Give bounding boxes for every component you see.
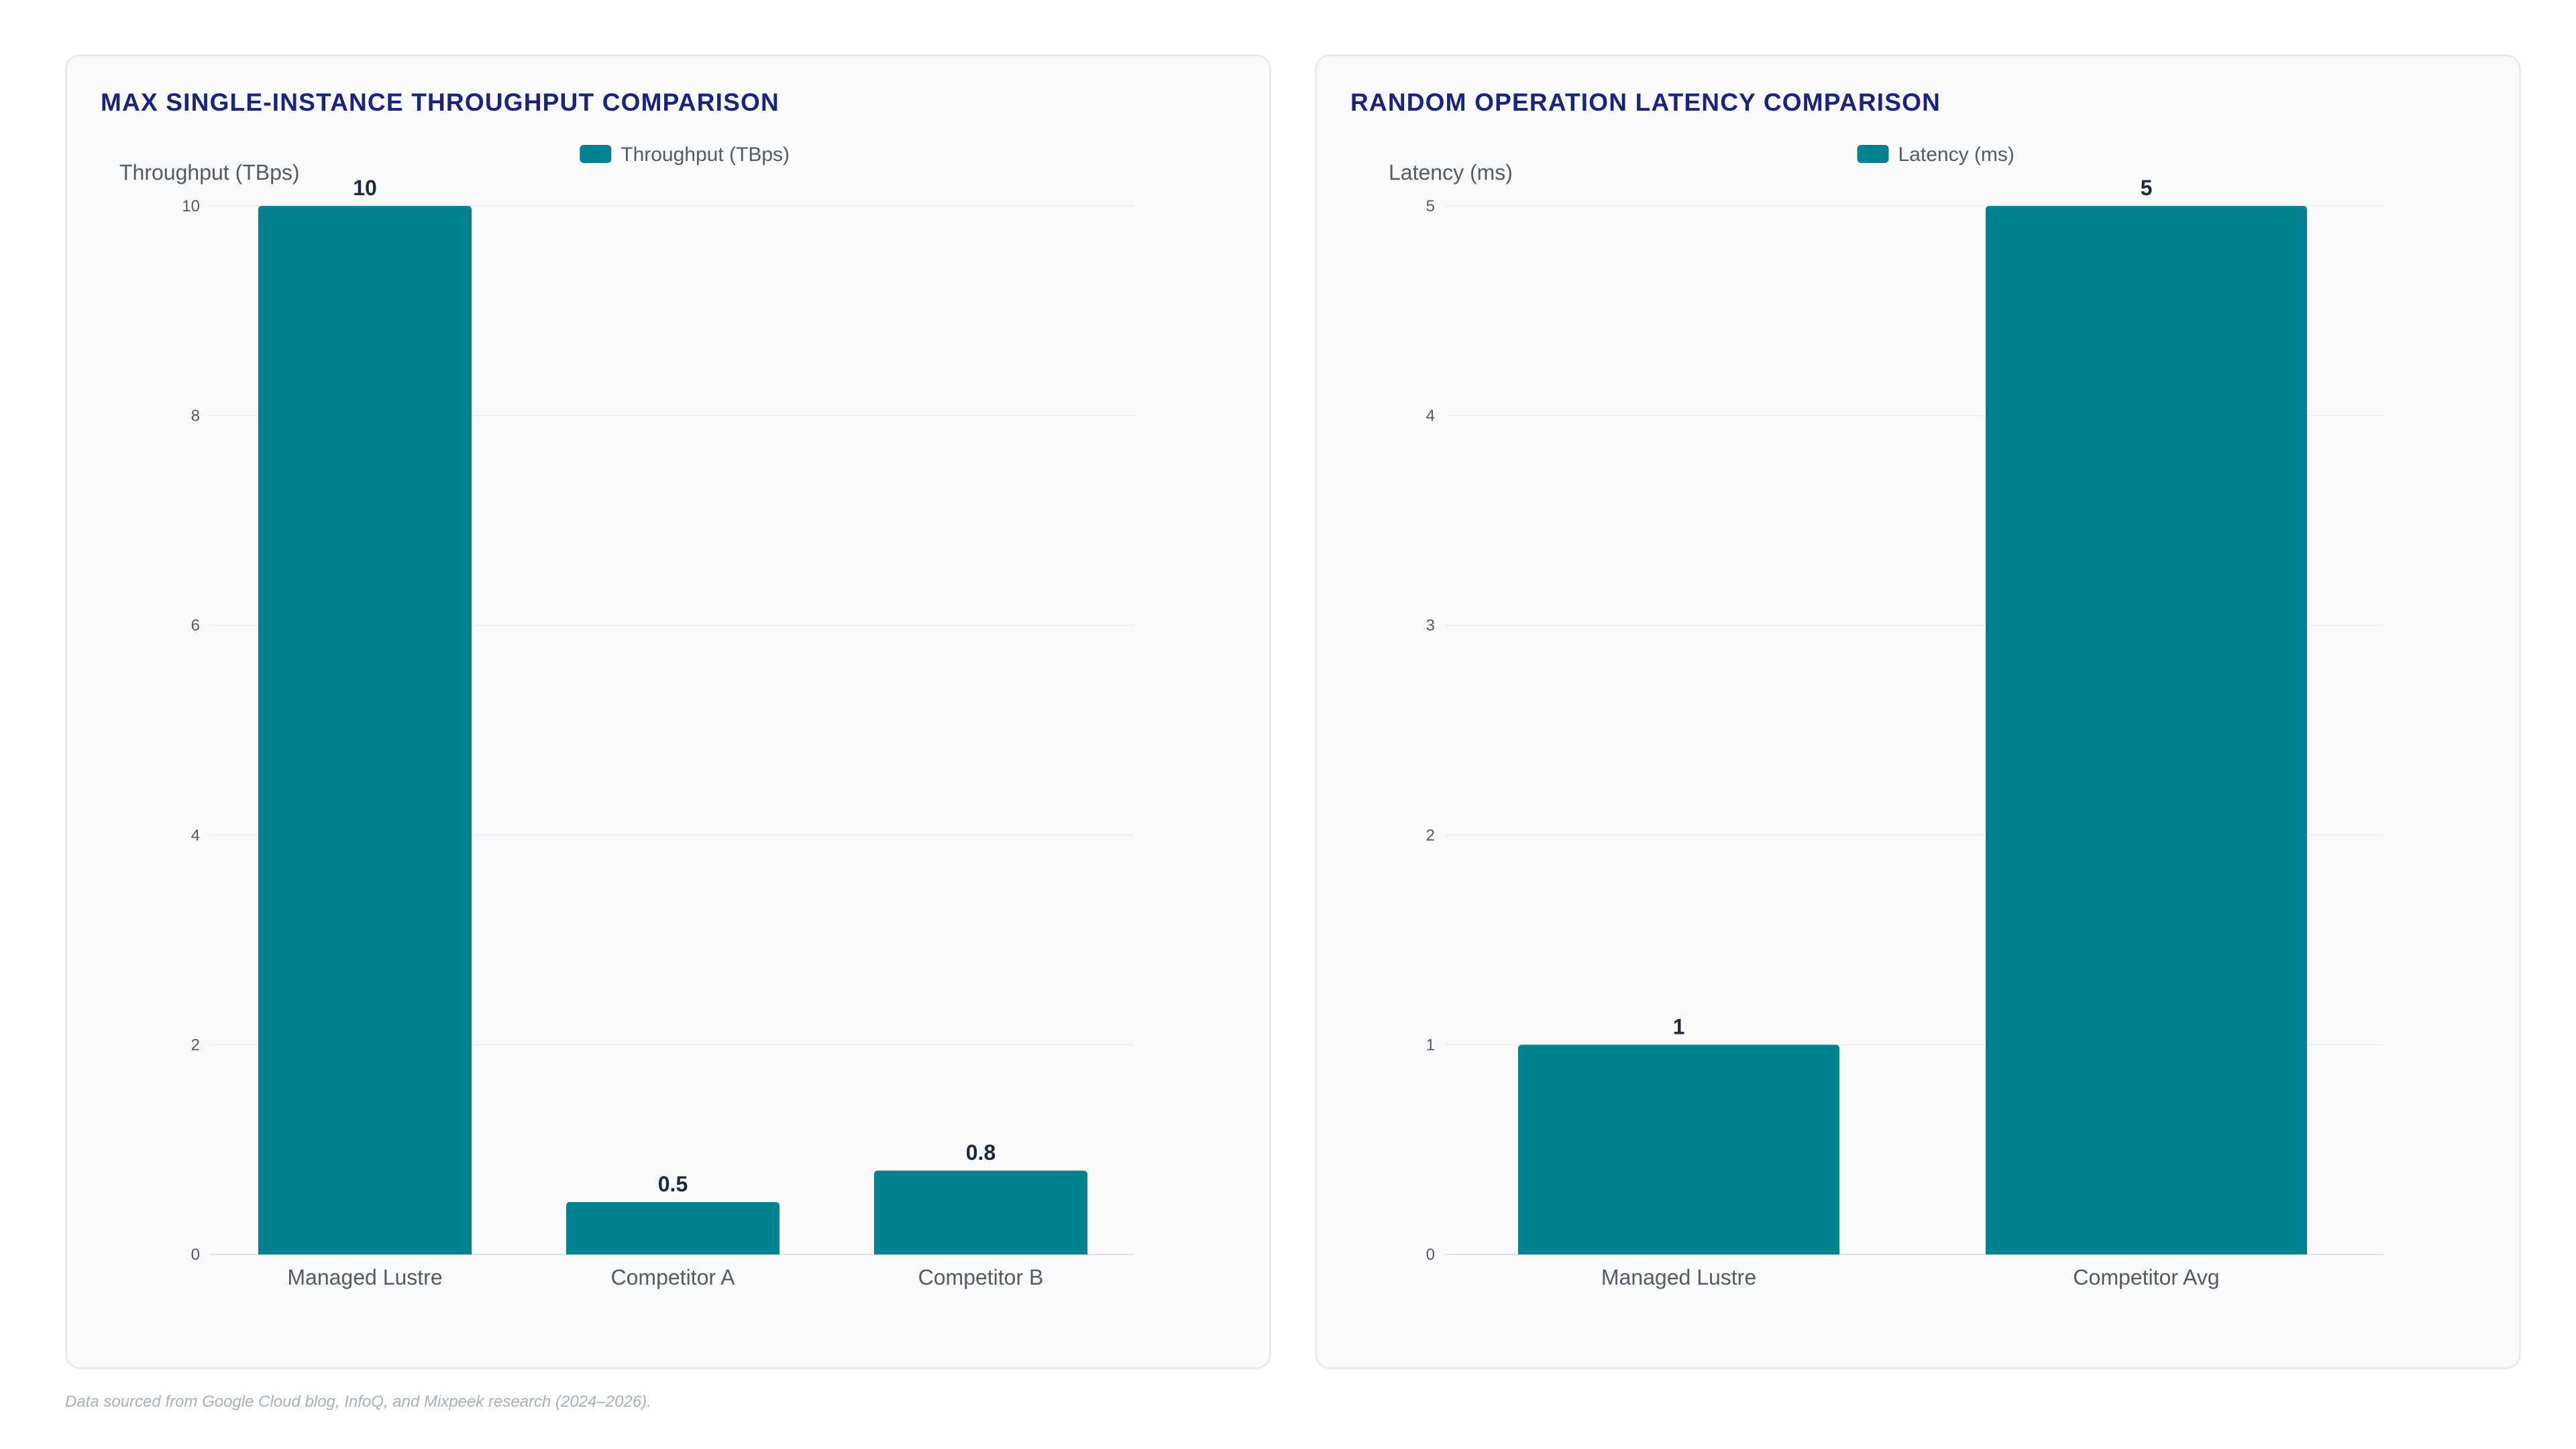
y-tick-label: 10 [182, 197, 200, 215]
throughput-chart-panel: MAX SINGLE-INSTANCE THROUGHPUT COMPARISO… [65, 54, 1271, 1369]
y-tick-label: 0 [1426, 1246, 1435, 1264]
legend-entry: Latency (ms) [1898, 144, 2015, 166]
y-tick-label: 2 [1426, 826, 1435, 845]
source-footnote: Data sourced from Google Cloud blog, Inf… [65, 1393, 651, 1411]
bar [258, 206, 472, 1254]
legend-entry: Throughput (TBps) [621, 144, 790, 166]
y-tick-label: 1 [1426, 1036, 1435, 1054]
y-tick-label: 5 [1426, 197, 1435, 215]
data-label: 1 [1673, 1014, 1685, 1038]
chart-title: MAX SINGLE-INSTANCE THROUGHPUT COMPARISO… [101, 89, 780, 116]
x-tick-label: Competitor Avg [2073, 1265, 2219, 1289]
y-axis-label: Latency (ms) [1389, 160, 1513, 184]
x-tick-label: Managed Lustre [1601, 1265, 1756, 1289]
x-tick-label: Managed Lustre [287, 1265, 442, 1289]
bar [566, 1201, 780, 1254]
y-tick-label: 3 [1426, 616, 1435, 635]
bar [874, 1170, 1087, 1254]
throughput-bar-chart: 0 2 4 6 8 10 Throughput (TBps) Throughput (TBps… [119, 144, 1134, 1289]
bar [1986, 206, 2307, 1254]
data-label: 0.5 [658, 1172, 688, 1196]
y-axis-label: Throughput (TBps) [119, 160, 300, 184]
x-tick-label: Competitor A [611, 1265, 736, 1289]
bar [1518, 1044, 1839, 1254]
y-tick-label: 0 [191, 1246, 200, 1264]
y-tick-label: 6 [191, 616, 200, 635]
x-tick-label: Competitor B [918, 1265, 1044, 1289]
y-tick-label: 4 [1426, 407, 1435, 425]
data-label: 0.8 [966, 1140, 996, 1165]
chart-title: RANDOM OPERATION LATENCY COMPARISON [1350, 89, 1941, 116]
latency-chart-panel: RANDOM OPERATION LATENCY COMPARISON 0 1 2 3… [1315, 54, 2521, 1369]
legend-swatch [1857, 145, 1889, 163]
y-tick-label: 8 [191, 407, 200, 425]
data-label: 10 [353, 176, 377, 200]
y-tick-label: 4 [191, 826, 200, 845]
data-label: 5 [2141, 176, 2153, 200]
y-tick-label: 2 [191, 1036, 200, 1054]
legend-swatch [580, 145, 612, 163]
latency-bar-chart: 0 1 2 3 4 5 Latency (ms) Latency (ms) 1 Managed L… [1389, 144, 2383, 1289]
